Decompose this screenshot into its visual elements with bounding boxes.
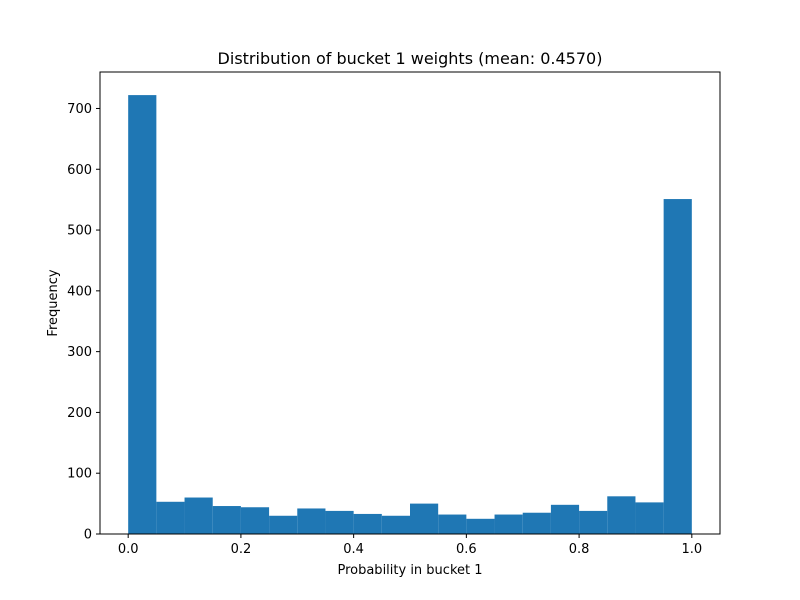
chart-title: Distribution of bucket 1 weights (mean: …	[218, 49, 603, 68]
histogram-bar	[269, 515, 298, 534]
histogram-bar	[522, 512, 551, 534]
y-axis-label: Frequency	[46, 269, 61, 336]
y-tick-label: 700	[67, 102, 92, 117]
histogram-bar	[466, 518, 495, 534]
histogram-bar	[353, 513, 382, 534]
histogram-bar	[550, 504, 580, 534]
histogram-bar	[381, 515, 410, 534]
bars-group	[128, 95, 692, 535]
histogram-bar	[579, 510, 608, 534]
x-tick-label: 0.0	[118, 542, 139, 557]
y-tick-label: 400	[67, 284, 92, 299]
histogram-bar	[325, 510, 354, 534]
histogram-bar	[297, 508, 326, 534]
histogram-bar	[438, 514, 467, 534]
histogram-bar	[184, 497, 213, 534]
y-tick-label: 300	[67, 345, 92, 360]
histogram-bar	[635, 502, 664, 534]
x-axis: 0.0 0.2 0.4 0.6 0.8 1.0	[118, 534, 702, 557]
y-tick-label: 0	[84, 528, 92, 543]
histogram-bar	[128, 95, 157, 534]
y-tick-label: 500	[67, 224, 92, 239]
y-axis: 0 100 200 300 400 500 600 700	[67, 102, 100, 543]
y-tick-label: 100	[67, 467, 92, 482]
histogram-bar	[663, 199, 692, 535]
histogram-bar	[494, 514, 523, 534]
x-tick-label: 0.4	[343, 542, 364, 557]
x-axis-label: Probability in bucket 1	[337, 563, 482, 578]
x-tick-label: 0.6	[456, 542, 477, 557]
y-tick-label: 200	[67, 406, 92, 421]
x-tick-label: 1.0	[681, 542, 702, 557]
x-tick-label: 0.2	[231, 542, 252, 557]
x-tick-label: 0.8	[569, 542, 590, 557]
y-tick-label: 600	[67, 163, 92, 178]
histogram-bar	[607, 496, 636, 534]
histogram-bar	[240, 507, 270, 534]
histogram-bar	[410, 503, 439, 534]
histogram-bar	[156, 501, 185, 534]
histogram-bar	[212, 506, 241, 534]
plot-frame	[99, 71, 721, 535]
